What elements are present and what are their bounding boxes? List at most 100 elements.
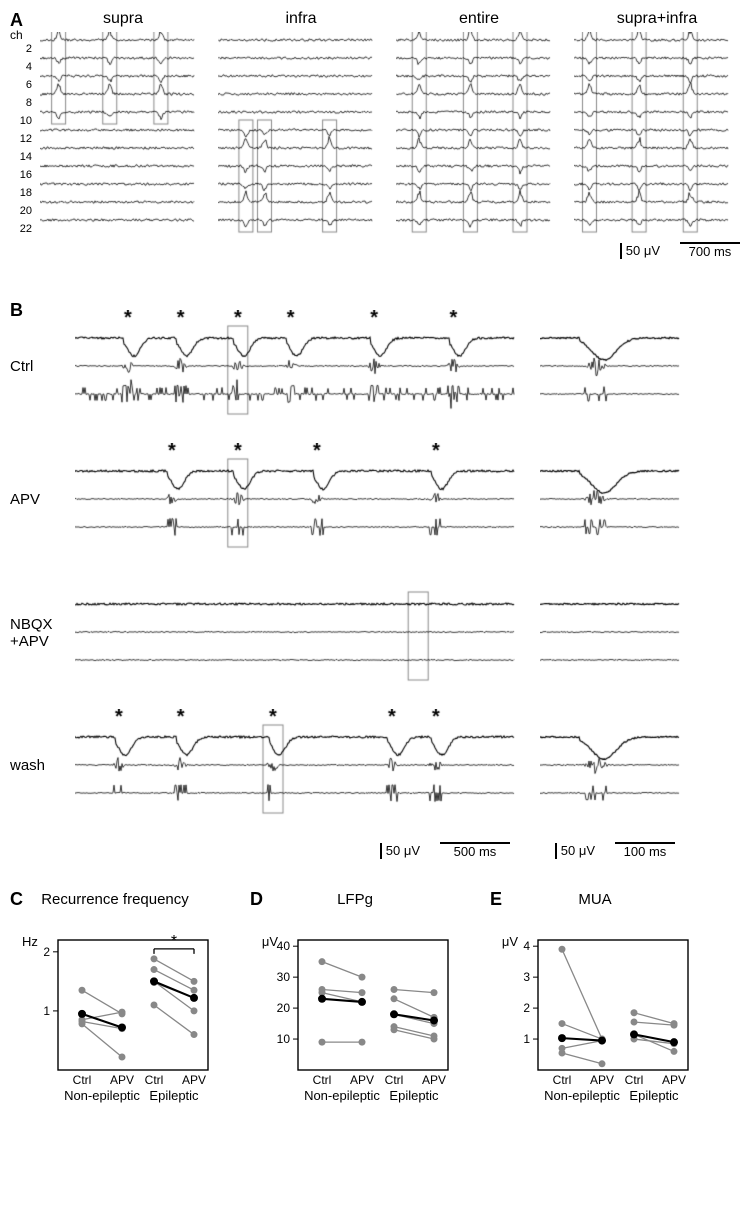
- panel-b: B Ctrl APV NBQX+APV wash 50 μV 500 ms 50 μV…: [10, 300, 745, 859]
- channel-tick: 22: [10, 220, 32, 238]
- svg-text:Hz: Hz: [22, 934, 38, 949]
- panel-e: E MUA 1234μVCtrlAPVCtrlAPVNon-epilepticE…: [490, 889, 700, 1117]
- row-label: APV: [10, 491, 75, 508]
- channel-tick: 6: [10, 76, 32, 94]
- trace-canvas-main: [75, 310, 515, 418]
- svg-text:1: 1: [523, 1032, 530, 1046]
- hscale-a: 700 ms: [680, 242, 740, 259]
- svg-text:1: 1: [43, 1004, 50, 1018]
- panel-d-label: D: [250, 889, 263, 910]
- svg-text:Non-epileptic: Non-epileptic: [64, 1088, 140, 1103]
- svg-text:Epileptic: Epileptic: [629, 1088, 679, 1103]
- svg-text:2: 2: [43, 945, 50, 959]
- svg-text:2: 2: [523, 1001, 530, 1015]
- panel-b-row: Ctrl: [10, 310, 745, 423]
- svg-text:APV: APV: [662, 1073, 686, 1087]
- trace-canvas-zoom: [540, 310, 680, 418]
- panel-c-label: C: [10, 889, 23, 910]
- svg-text:Ctrl: Ctrl: [145, 1073, 164, 1087]
- trace-canvas: [40, 32, 195, 242]
- trace-canvas-zoom: [540, 576, 680, 684]
- panel-b-row: wash: [10, 709, 745, 822]
- svg-text:Ctrl: Ctrl: [385, 1073, 404, 1087]
- channel-tick: 14: [10, 148, 32, 166]
- channel-axis: 246810121416182022: [10, 40, 32, 238]
- svg-text:APV: APV: [422, 1073, 446, 1087]
- panel-b-label: B: [10, 300, 23, 321]
- channel-tick: 16: [10, 166, 32, 184]
- svg-text:Ctrl: Ctrl: [625, 1073, 644, 1087]
- chart-c: 12HzCtrlAPVCtrlAPVNon-epilepticEpileptic…: [10, 912, 220, 1112]
- svg-text:Non-epileptic: Non-epileptic: [304, 1088, 380, 1103]
- panel-c-title: Recurrence frequency: [10, 891, 220, 908]
- channel-tick: 2: [10, 40, 32, 58]
- trace-canvas-zoom: [540, 443, 680, 551]
- channel-tick: 20: [10, 202, 32, 220]
- row-label: wash: [10, 757, 75, 774]
- trace-column: entire: [396, 10, 562, 242]
- trace-canvas-main: [75, 443, 515, 551]
- trace-canvas-main: [75, 576, 515, 684]
- channel-tick: 12: [10, 130, 32, 148]
- channel-tick: 18: [10, 184, 32, 202]
- trace-column: supra: [40, 10, 206, 242]
- trace-canvas: [574, 32, 729, 242]
- svg-text:μV: μV: [262, 934, 278, 949]
- panel-d: D LFPg 10203040μVCtrlAPVCtrlAPVNon-epile…: [250, 889, 460, 1117]
- svg-text:30: 30: [277, 970, 291, 984]
- trace-column: supra+infra: [574, 10, 740, 242]
- hscale-a-label: 700 ms: [689, 244, 732, 259]
- panel-b-scale-main: 50 μV 500 ms: [70, 842, 510, 859]
- svg-text:3: 3: [523, 970, 530, 984]
- panel-a-scale: 50 μV 700 ms: [620, 242, 740, 259]
- trace-canvas: [396, 32, 551, 242]
- panel-e-label: E: [490, 889, 502, 910]
- hscale-b-main-label: 500 ms: [454, 844, 497, 859]
- vscale-a: 50 μV: [620, 243, 660, 259]
- row-label: Ctrl: [10, 358, 75, 375]
- column-title: supra+infra: [574, 10, 740, 32]
- svg-text:μV: μV: [502, 934, 518, 949]
- panels-cde: C Recurrence frequency 1 2 Hz Ctrl APV Ctrl AP…: [10, 889, 745, 1117]
- channel-tick: 10: [10, 112, 32, 130]
- svg-text:Epileptic: Epileptic: [389, 1088, 439, 1103]
- trace-canvas-zoom: [540, 709, 680, 817]
- svg-text:APV: APV: [110, 1073, 134, 1087]
- svg-text:Non-epileptic: Non-epileptic: [544, 1088, 620, 1103]
- trace-canvas: [218, 32, 373, 242]
- column-title: supra: [40, 10, 206, 32]
- chart-d: 10203040μVCtrlAPVCtrlAPVNon-epilepticEpi…: [250, 912, 460, 1112]
- svg-text:Ctrl: Ctrl: [313, 1073, 332, 1087]
- hscale-b-zoom-label: 100 ms: [624, 844, 667, 859]
- trace-column: infra: [218, 10, 384, 242]
- svg-text:40: 40: [277, 939, 291, 953]
- vscale-b-zoom-label: 50 μV: [561, 843, 595, 858]
- svg-text:Ctrl: Ctrl: [73, 1073, 92, 1087]
- column-title: entire: [396, 10, 562, 32]
- svg-text:Epileptic: Epileptic: [149, 1088, 199, 1103]
- panel-c: C Recurrence frequency 1 2 Hz Ctrl APV Ctrl AP…: [10, 889, 220, 1117]
- trace-canvas-main: [75, 709, 515, 817]
- panel-b-scale-zoom: 50 μV 100 ms: [535, 842, 675, 859]
- svg-text:10: 10: [277, 1032, 291, 1046]
- svg-text:20: 20: [277, 1001, 291, 1015]
- chart-e: 1234μVCtrlAPVCtrlAPVNon-epilepticEpilept…: [490, 912, 700, 1112]
- panel-b-rows: Ctrl APV NBQX+APV wash: [10, 300, 745, 822]
- figure: A ch 246810121416182022 suprainfraentire…: [10, 10, 745, 1117]
- panel-a-grid: supra infra entire supra+infra: [40, 10, 740, 242]
- vscale-a-label: 50 μV: [626, 243, 660, 258]
- panel-b-row: NBQX+APV: [10, 576, 745, 689]
- svg-text:APV: APV: [350, 1073, 374, 1087]
- panel-e-title: MUA: [490, 891, 700, 908]
- svg-text:Ctrl: Ctrl: [553, 1073, 572, 1087]
- svg-text:APV: APV: [182, 1073, 206, 1087]
- panel-b-row: APV: [10, 443, 745, 556]
- row-label: NBQX+APV: [10, 616, 75, 650]
- panel-d-title: LFPg: [250, 891, 460, 908]
- svg-text:4: 4: [523, 939, 530, 953]
- column-title: infra: [218, 10, 384, 32]
- channel-tick: 4: [10, 58, 32, 76]
- vscale-b-main-label: 50 μV: [386, 843, 420, 858]
- svg-text:APV: APV: [590, 1073, 614, 1087]
- channel-tick: 8: [10, 94, 32, 112]
